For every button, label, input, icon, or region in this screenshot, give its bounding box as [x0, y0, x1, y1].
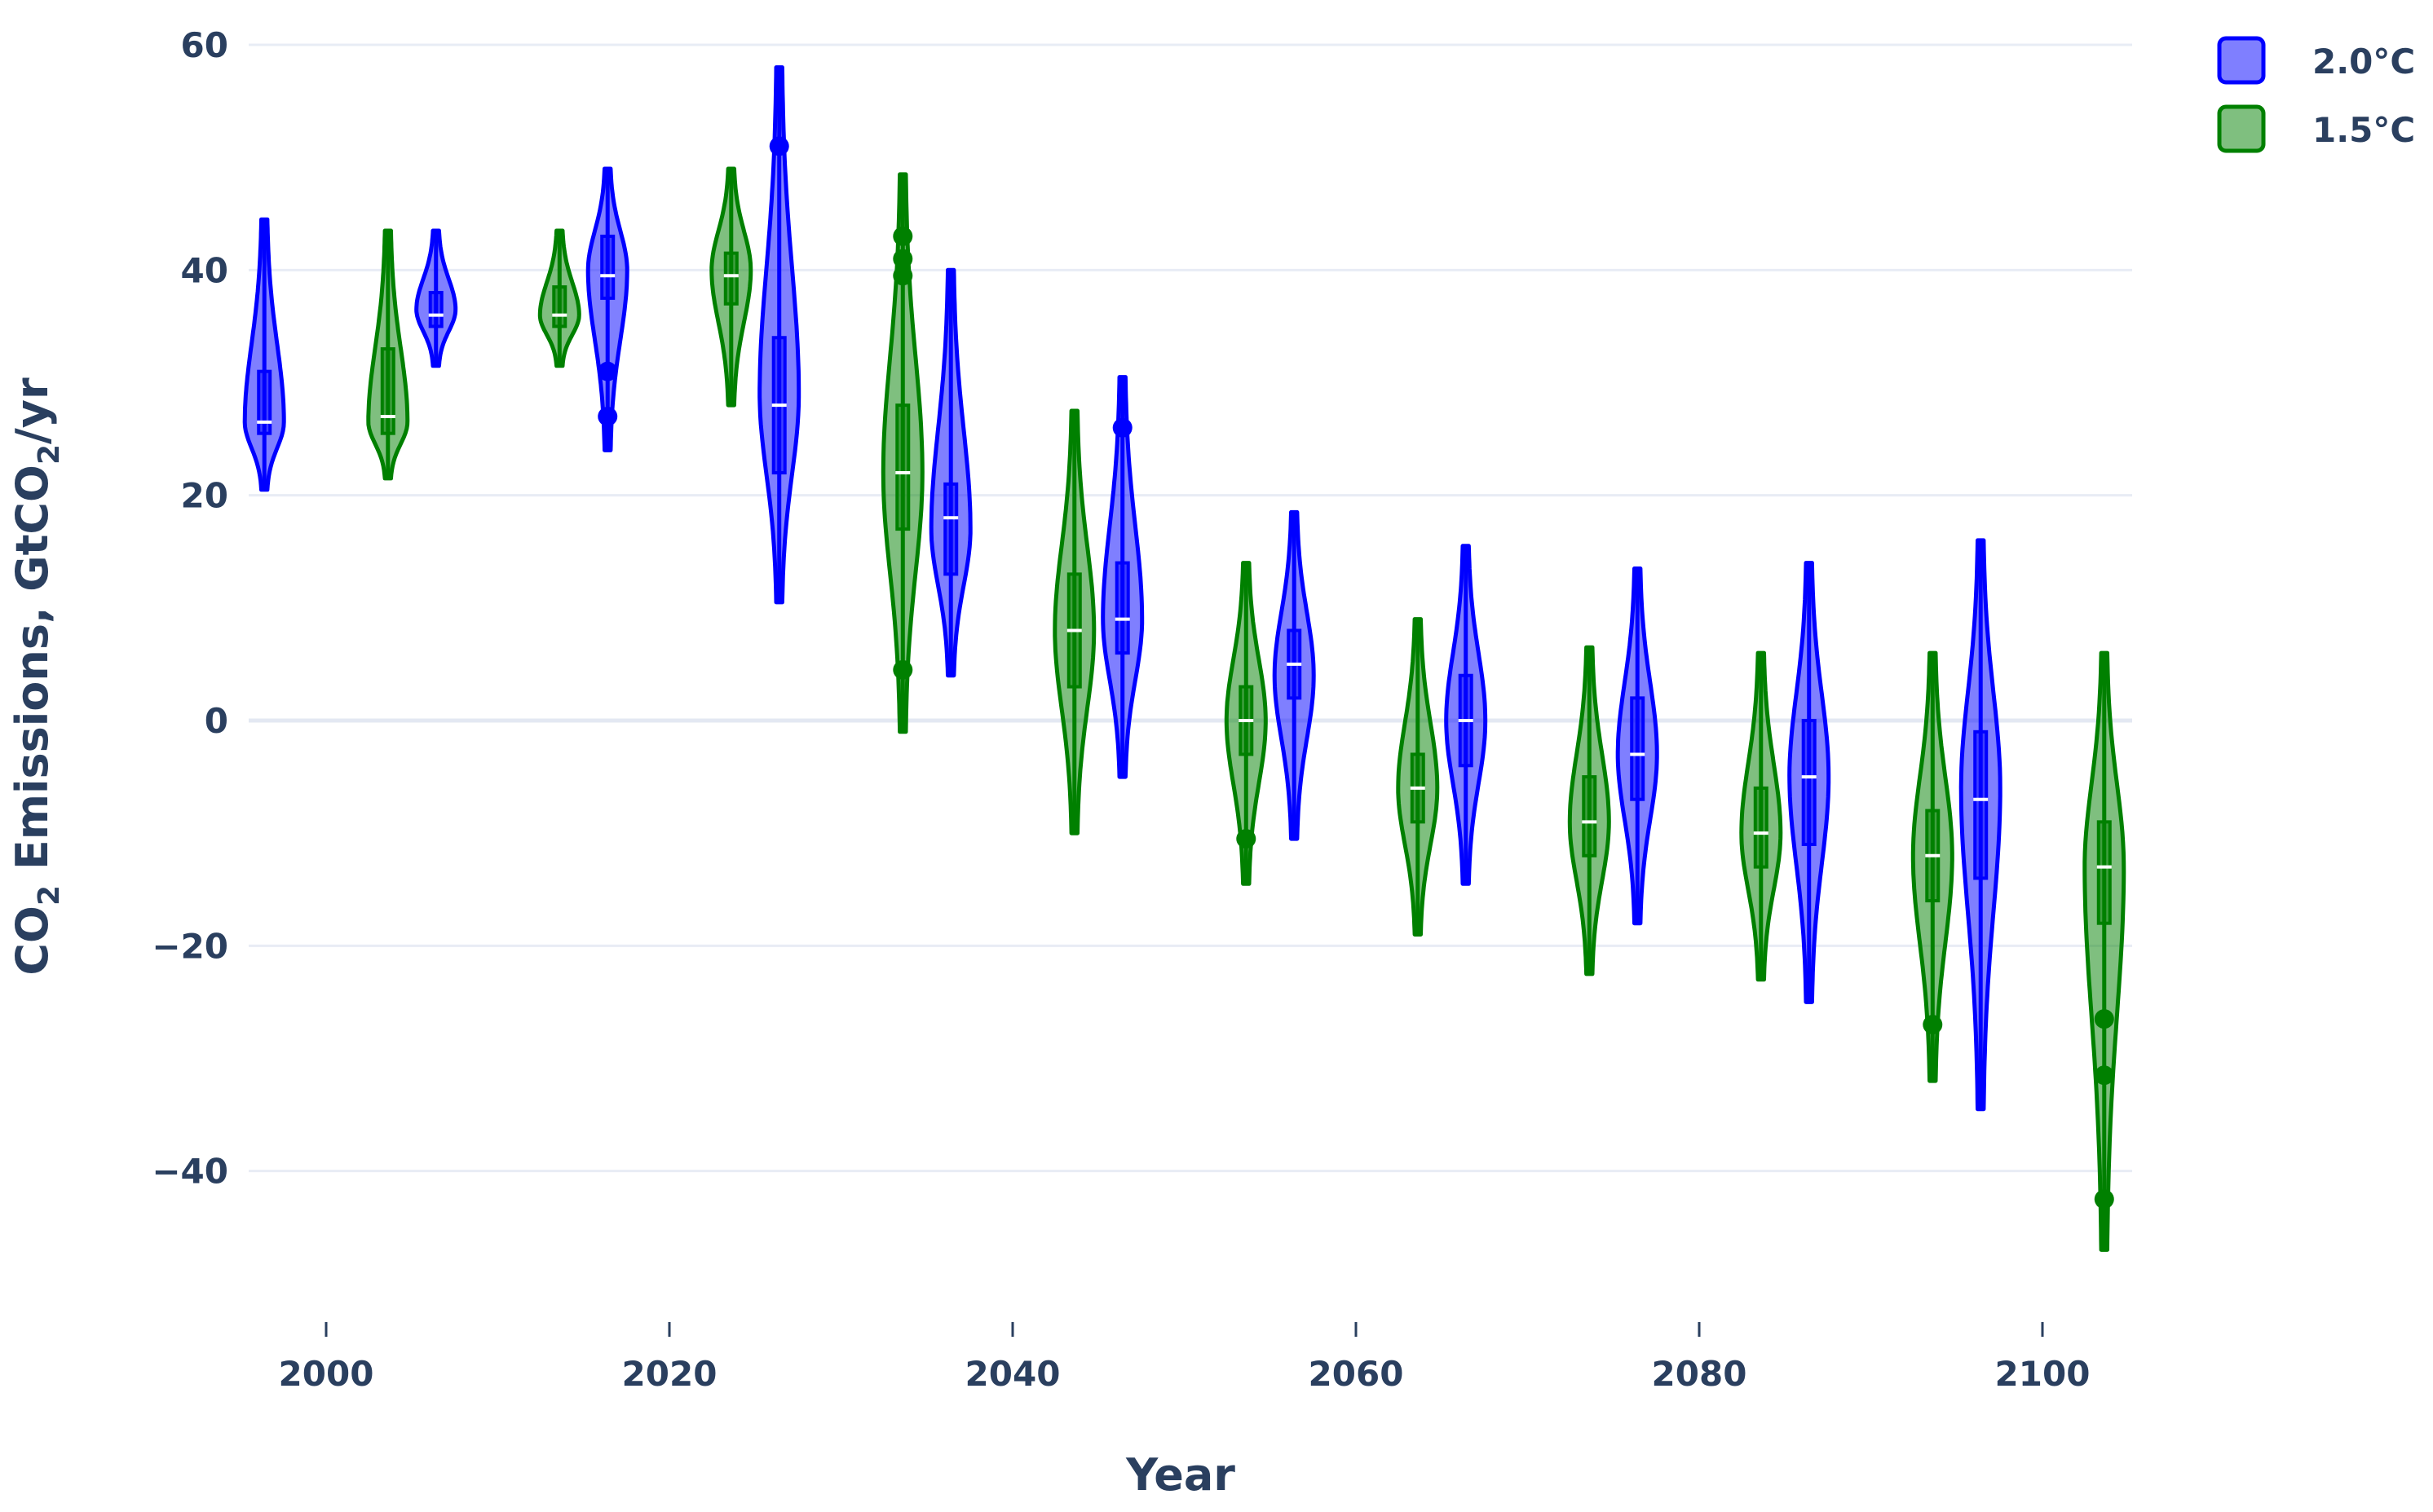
- y-tick-label: −40: [152, 1152, 228, 1192]
- x-axis-title: Year: [1125, 1449, 1235, 1501]
- y-axis-title-part: Emissions, GtCO: [7, 465, 58, 885]
- y-axis-title-subscript: 2: [33, 885, 66, 906]
- grid-layer: [249, 43, 2132, 1173]
- violin-box: [723, 251, 739, 306]
- violin-box: [943, 482, 959, 576]
- x-tick-label: 2040: [965, 1354, 1061, 1394]
- violin-box: [1801, 719, 1817, 846]
- outlier-point[interactable]: [598, 406, 618, 426]
- series-1.5°C: [366, 166, 2126, 1252]
- x-axis: 2000 2020 2040 2060 2080 2100: [279, 1322, 2091, 1394]
- x-tick-label: 2060: [1309, 1354, 1404, 1394]
- outlier-point[interactable]: [2094, 1065, 2114, 1086]
- violin-box: [2096, 820, 2112, 925]
- outlier-point[interactable]: [893, 226, 913, 246]
- outlier-point[interactable]: [598, 361, 618, 381]
- legend-swatch: [2217, 104, 2266, 153]
- violin-layer: [242, 65, 2126, 1252]
- outlier-point[interactable]: [2094, 1189, 2114, 1210]
- violin-box: [1753, 786, 1768, 869]
- x-tick-label: 2020: [622, 1354, 718, 1394]
- y-axis-title-part: /yr: [7, 377, 58, 444]
- outlier-point[interactable]: [2094, 1009, 2114, 1029]
- outlier-point[interactable]: [769, 136, 789, 156]
- legend-swatch: [2217, 36, 2266, 85]
- y-tick-label: 20: [181, 476, 228, 516]
- violin-box: [1582, 775, 1597, 857]
- x-tick-label: 2100: [1995, 1354, 2091, 1394]
- series-2.0°C: [242, 65, 2002, 1112]
- y-axis-title: CO2 Emissions, GtCO2/yr: [7, 377, 66, 976]
- outlier-point[interactable]: [1112, 417, 1133, 438]
- outlier-point[interactable]: [893, 266, 913, 286]
- violin-box: [1973, 730, 1989, 880]
- y-tick-label: −20: [152, 926, 228, 966]
- y-tick-label: 60: [181, 25, 228, 65]
- violin-box: [895, 403, 911, 531]
- y-tick-label: 0: [205, 701, 228, 741]
- violin-box: [257, 369, 272, 435]
- x-tick-label: 2000: [279, 1354, 374, 1394]
- violin-box: [552, 285, 567, 328]
- legend-label: 2.0°C: [2312, 42, 2415, 82]
- outlier-point[interactable]: [1236, 829, 1256, 849]
- legend-item[interactable]: 1.5°C: [2217, 104, 2415, 153]
- legend[interactable]: 2.0°C 1.5°C: [2217, 36, 2415, 153]
- violin-box: [600, 234, 616, 300]
- y-axis-title-subscript: 2: [33, 444, 66, 465]
- outlier-point[interactable]: [893, 249, 913, 269]
- violin-box: [1115, 561, 1130, 655]
- x-tick-label: 2080: [1652, 1354, 1747, 1394]
- y-axis: −40 −20 0 20 40 60: [152, 25, 228, 1192]
- legend-item[interactable]: 2.0°C: [2217, 36, 2415, 85]
- violin-box: [380, 347, 395, 435]
- y-tick-label: 40: [181, 250, 228, 290]
- violin-box: [1630, 696, 1645, 801]
- outlier-point[interactable]: [1923, 1015, 1943, 1035]
- violin-box: [428, 290, 444, 328]
- legend-label: 1.5°C: [2312, 110, 2415, 150]
- y-axis-title-part: CO: [7, 906, 58, 976]
- outlier-point[interactable]: [893, 659, 913, 680]
